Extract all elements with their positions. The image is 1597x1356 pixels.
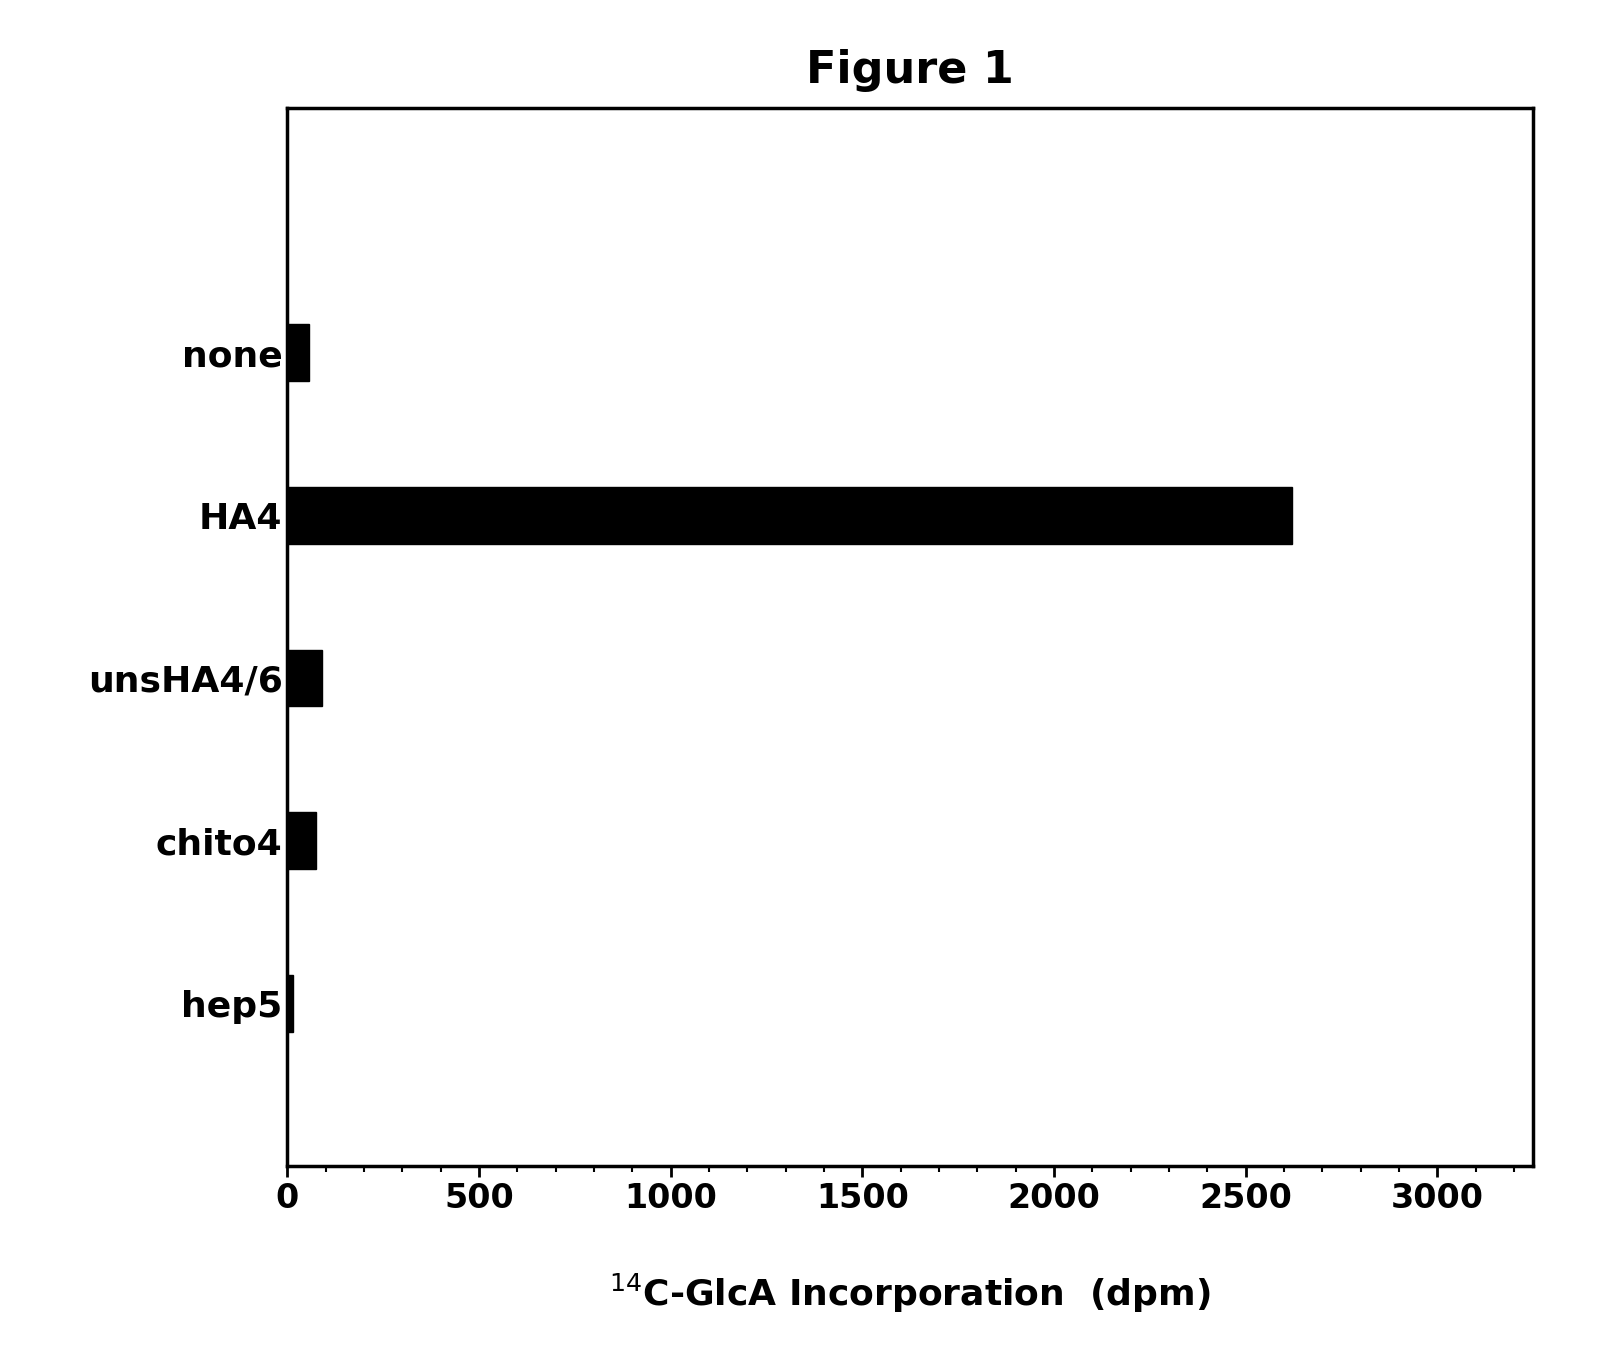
Text: $^{14}$C-GlcA Incorporation  (dpm): $^{14}$C-GlcA Incorporation (dpm): [610, 1272, 1211, 1315]
Bar: [287, 812, 316, 869]
Bar: [287, 487, 1292, 544]
Bar: [287, 324, 308, 381]
Bar: [287, 975, 294, 1032]
Bar: [287, 650, 323, 706]
Title: Figure 1: Figure 1: [806, 49, 1014, 92]
